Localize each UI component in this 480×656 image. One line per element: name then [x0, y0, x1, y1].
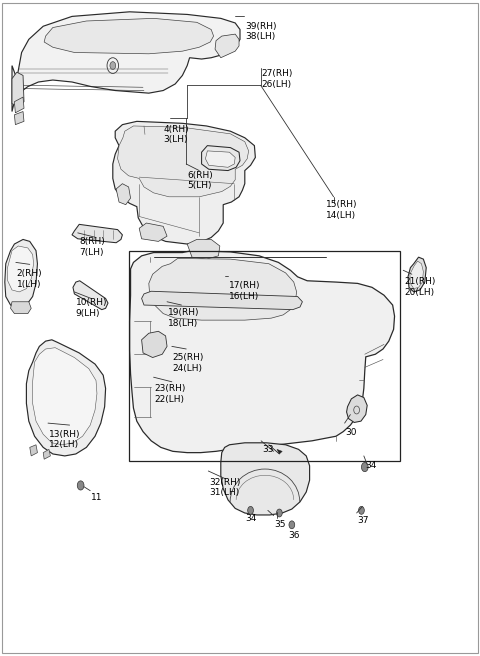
Text: 10(RH)
9(LH): 10(RH) 9(LH) — [76, 298, 108, 318]
Polygon shape — [187, 239, 220, 259]
Text: 35: 35 — [275, 520, 286, 529]
Text: 32(RH)
31(LH): 32(RH) 31(LH) — [209, 478, 240, 497]
Polygon shape — [347, 395, 367, 422]
Polygon shape — [73, 281, 108, 310]
Circle shape — [361, 462, 368, 472]
Text: 19(RH)
18(LH): 19(RH) 18(LH) — [168, 308, 200, 328]
Polygon shape — [72, 224, 122, 243]
Polygon shape — [408, 257, 426, 292]
Polygon shape — [5, 239, 37, 308]
Circle shape — [276, 509, 282, 517]
Text: 17(RH)
16(LH): 17(RH) 16(LH) — [229, 281, 261, 300]
Polygon shape — [205, 151, 235, 167]
Text: 11: 11 — [91, 493, 103, 502]
Polygon shape — [142, 331, 167, 358]
Text: 36: 36 — [288, 531, 300, 541]
Text: 23(RH)
22(LH): 23(RH) 22(LH) — [155, 384, 186, 403]
Polygon shape — [14, 97, 24, 113]
Text: 13(RH)
12(LH): 13(RH) 12(LH) — [49, 430, 81, 449]
Polygon shape — [26, 340, 106, 456]
Polygon shape — [12, 72, 24, 106]
Circle shape — [110, 62, 116, 70]
Polygon shape — [139, 223, 167, 241]
Text: 8(RH)
7(LH): 8(RH) 7(LH) — [79, 237, 105, 257]
Polygon shape — [33, 348, 97, 445]
Text: 4(RH)
3(LH): 4(RH) 3(LH) — [163, 125, 189, 144]
Polygon shape — [202, 146, 240, 171]
Polygon shape — [215, 34, 239, 58]
Polygon shape — [43, 449, 50, 459]
Circle shape — [248, 506, 253, 514]
Text: 39(RH)
38(LH): 39(RH) 38(LH) — [245, 22, 276, 41]
Polygon shape — [7, 246, 34, 292]
Text: 30: 30 — [346, 428, 357, 437]
Polygon shape — [30, 445, 37, 456]
Text: 27(RH)
26(LH): 27(RH) 26(LH) — [262, 69, 293, 89]
Polygon shape — [11, 302, 31, 314]
Polygon shape — [113, 121, 255, 244]
Circle shape — [77, 481, 84, 490]
Polygon shape — [410, 261, 423, 289]
Text: 25(RH)
24(LH): 25(RH) 24(LH) — [173, 353, 204, 373]
Circle shape — [289, 521, 295, 529]
Polygon shape — [44, 18, 214, 54]
Text: 34: 34 — [365, 461, 376, 470]
Text: 34: 34 — [245, 514, 256, 523]
Polygon shape — [130, 251, 395, 453]
Text: 37: 37 — [358, 516, 369, 525]
Polygon shape — [149, 258, 297, 320]
Text: 21(RH)
20(LH): 21(RH) 20(LH) — [404, 277, 435, 297]
Polygon shape — [142, 291, 302, 310]
Text: 2(RH)
1(LH): 2(RH) 1(LH) — [17, 269, 42, 289]
Polygon shape — [221, 443, 310, 515]
Polygon shape — [12, 12, 240, 112]
Bar — [129, 251, 400, 461]
Text: 33: 33 — [262, 445, 274, 454]
Polygon shape — [118, 126, 249, 197]
Polygon shape — [277, 449, 282, 454]
Circle shape — [359, 506, 364, 514]
Polygon shape — [116, 184, 131, 205]
Polygon shape — [14, 112, 24, 125]
Text: 15(RH)
14(LH): 15(RH) 14(LH) — [326, 200, 358, 220]
Text: 6(RH)
5(LH): 6(RH) 5(LH) — [187, 171, 213, 190]
